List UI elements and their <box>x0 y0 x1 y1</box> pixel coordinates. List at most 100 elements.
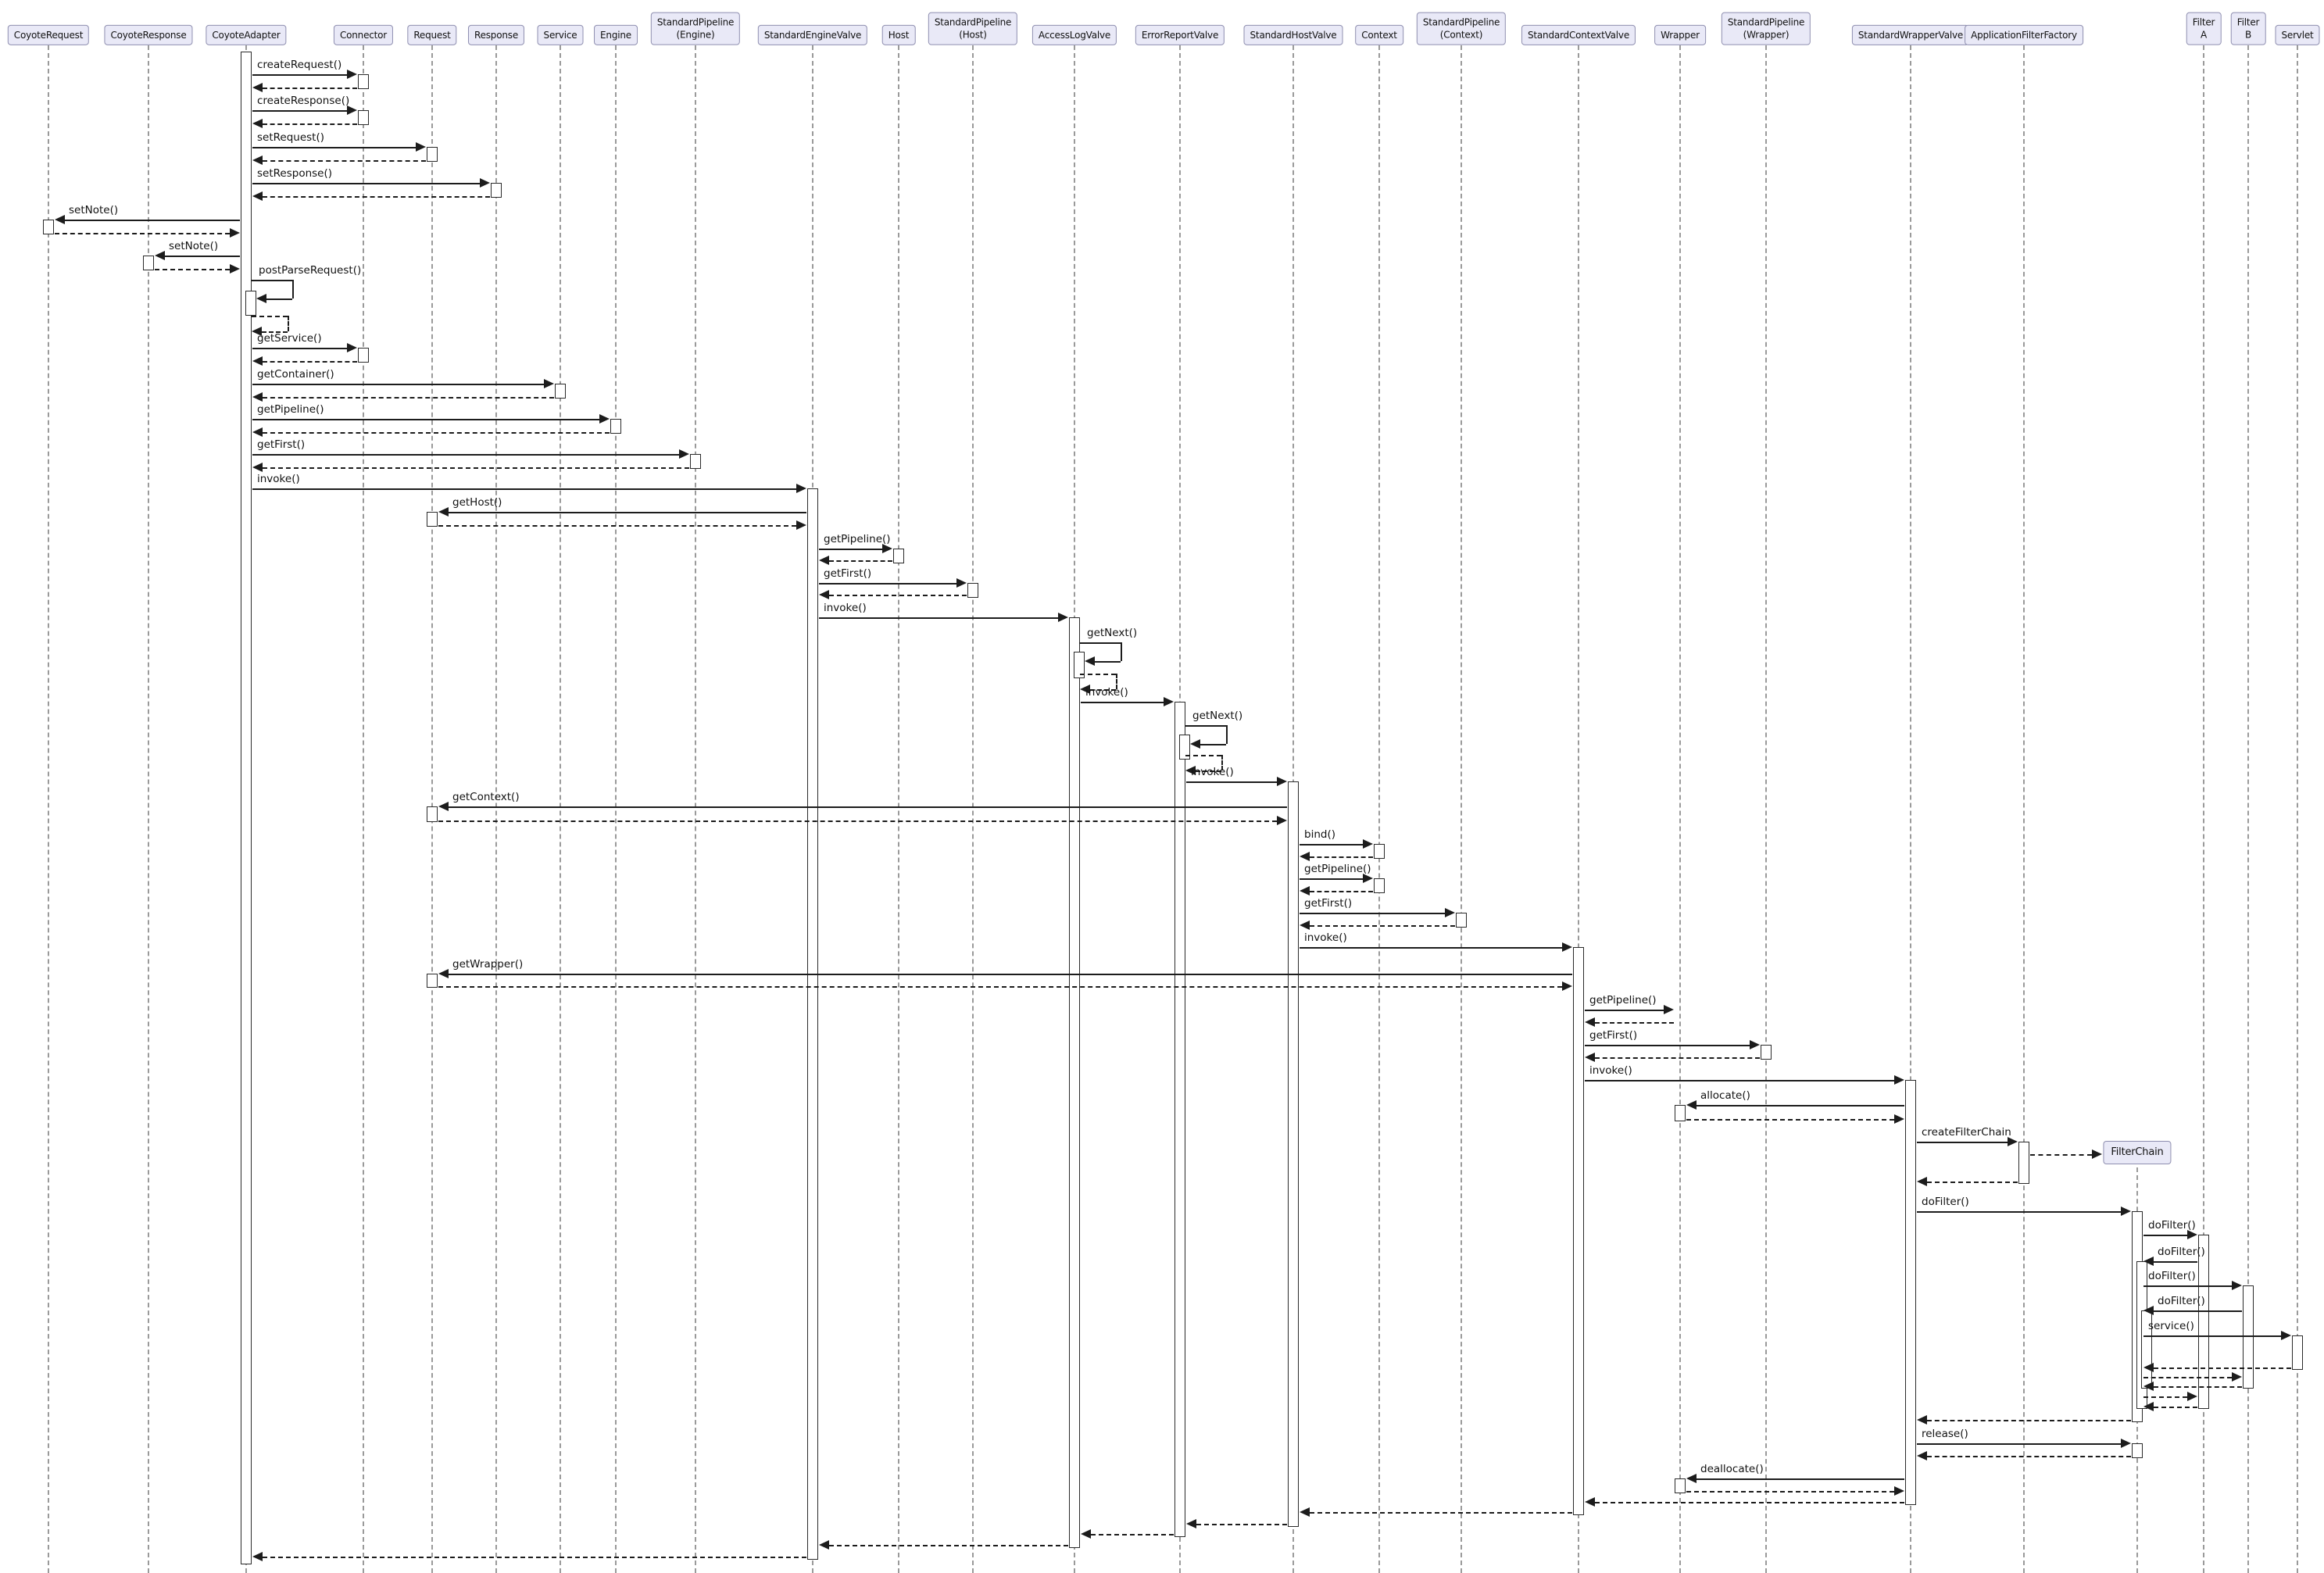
activation-standard-host-valve <box>1288 781 1299 1527</box>
arrowhead <box>1164 697 1174 706</box>
return-message-line <box>263 88 357 89</box>
arrowhead <box>230 228 240 238</box>
activation-wrapper <box>1675 1478 1686 1493</box>
call-message-line <box>819 549 882 550</box>
participant-engine: Engine <box>594 24 638 45</box>
return-message-line <box>263 123 357 125</box>
message-label: getFirst() <box>824 567 872 580</box>
arrowhead <box>1917 1451 1927 1460</box>
call-message-line <box>65 220 240 221</box>
arrowhead <box>1300 1507 1310 1517</box>
lifeline-connector <box>363 45 364 1573</box>
message-label: setNote() <box>169 240 219 252</box>
activation-standard-pipeline-wrapper <box>1761 1045 1772 1060</box>
arrowhead <box>1894 1075 1904 1085</box>
lifeline-standard-context-valve <box>1578 45 1579 1573</box>
message-label: getNext() <box>1192 710 1243 722</box>
self-message-line <box>266 299 292 300</box>
arrowhead <box>2187 1392 2197 1401</box>
self-message-line <box>1090 689 1116 691</box>
participant-standard-engine-valve: StandardEngineValve <box>757 24 868 45</box>
return-message-line <box>1196 1524 1287 1525</box>
lifeline-coyote-response <box>148 45 149 1573</box>
return-message-line <box>1686 1491 1894 1493</box>
arrowhead <box>1445 908 1455 917</box>
arrowhead <box>1277 777 1287 786</box>
arrowhead <box>252 327 262 336</box>
arrowhead <box>252 392 263 402</box>
arrowhead <box>956 578 967 588</box>
call-message-line <box>1300 878 1363 880</box>
return-message-line <box>829 560 892 562</box>
activation-request <box>427 806 438 822</box>
message-label: invoke() <box>1589 1064 1632 1077</box>
arrowhead <box>252 191 263 201</box>
call-message-line <box>1300 947 1562 949</box>
arrowhead <box>1585 1497 1595 1507</box>
return-message-line <box>1310 856 1373 858</box>
activation-application-filter-factory <box>2018 1142 2029 1184</box>
activation-response <box>491 183 502 198</box>
activation-filter-b <box>2243 1285 2254 1389</box>
arrowhead <box>599 414 610 424</box>
arrowhead <box>252 463 263 472</box>
arrowhead <box>2143 1382 2154 1391</box>
call-message-line <box>1585 1045 1750 1046</box>
participant-request: Request <box>407 24 457 45</box>
message-label: invoke() <box>1085 686 1128 699</box>
call-message-line <box>165 256 240 257</box>
call-message-line <box>449 512 806 513</box>
arrowhead <box>1664 1005 1674 1014</box>
arrowhead <box>1686 1474 1697 1483</box>
activation-coyote-response <box>143 256 154 270</box>
message-label: deallocate() <box>1700 1463 1764 1475</box>
return-message-line <box>2154 1367 2291 1369</box>
arrowhead <box>252 356 263 366</box>
lifeline-filter-b <box>2247 45 2249 1573</box>
lifeline-filter-a <box>2203 45 2204 1573</box>
message-label: createFilterChain <box>1922 1126 2011 1139</box>
arrowhead <box>256 294 266 303</box>
self-message-line <box>1116 674 1117 689</box>
return-message-line <box>1927 1456 2131 1457</box>
self-message-line <box>1185 725 1226 727</box>
arrowhead <box>2092 1149 2102 1159</box>
arrowhead <box>252 156 263 165</box>
lifeline-standard-pipeline-host <box>972 45 974 1573</box>
return-message-line <box>829 595 967 596</box>
self-message-line <box>1080 642 1121 644</box>
arrowhead <box>1277 816 1287 825</box>
self-message-line <box>262 331 288 333</box>
arrowhead <box>1363 839 1373 849</box>
arrowhead <box>1562 981 1572 991</box>
call-message-line <box>449 974 1572 975</box>
arrowhead <box>1363 874 1373 883</box>
message-label: setNote() <box>69 204 119 216</box>
lifeline-wrapper <box>1679 45 1681 1573</box>
self-message-line <box>1200 744 1226 745</box>
return-message-line <box>1595 1502 1904 1503</box>
message-label: release() <box>1922 1428 1968 1440</box>
return-message-line <box>2154 1386 2242 1388</box>
message-label: setRequest() <box>257 131 325 144</box>
arrowhead <box>347 70 357 79</box>
participant-standard-context-valve: StandardContextValve <box>1521 24 1636 45</box>
participant-standard-pipeline-context: StandardPipeline (Context) <box>1416 12 1507 45</box>
participant-service: Service <box>537 24 584 45</box>
return-message-line <box>2143 1377 2232 1378</box>
arrowhead <box>438 802 449 811</box>
call-message-line <box>2143 1335 2281 1337</box>
message-label: setResponse() <box>257 167 333 180</box>
activation-servlet <box>2292 1335 2303 1370</box>
arrowhead <box>819 1540 829 1550</box>
arrowhead <box>480 178 490 188</box>
participant-context: Context <box>1355 24 1403 45</box>
activation-coyote-adapter <box>241 52 252 1564</box>
return-message-line <box>1310 925 1455 927</box>
message-label: getPipeline() <box>257 403 324 416</box>
return-message-line <box>1595 1022 1674 1024</box>
message-label: getService() <box>257 332 322 345</box>
arrowhead <box>230 264 240 273</box>
call-message-line <box>252 419 599 420</box>
activation-host <box>893 549 904 563</box>
